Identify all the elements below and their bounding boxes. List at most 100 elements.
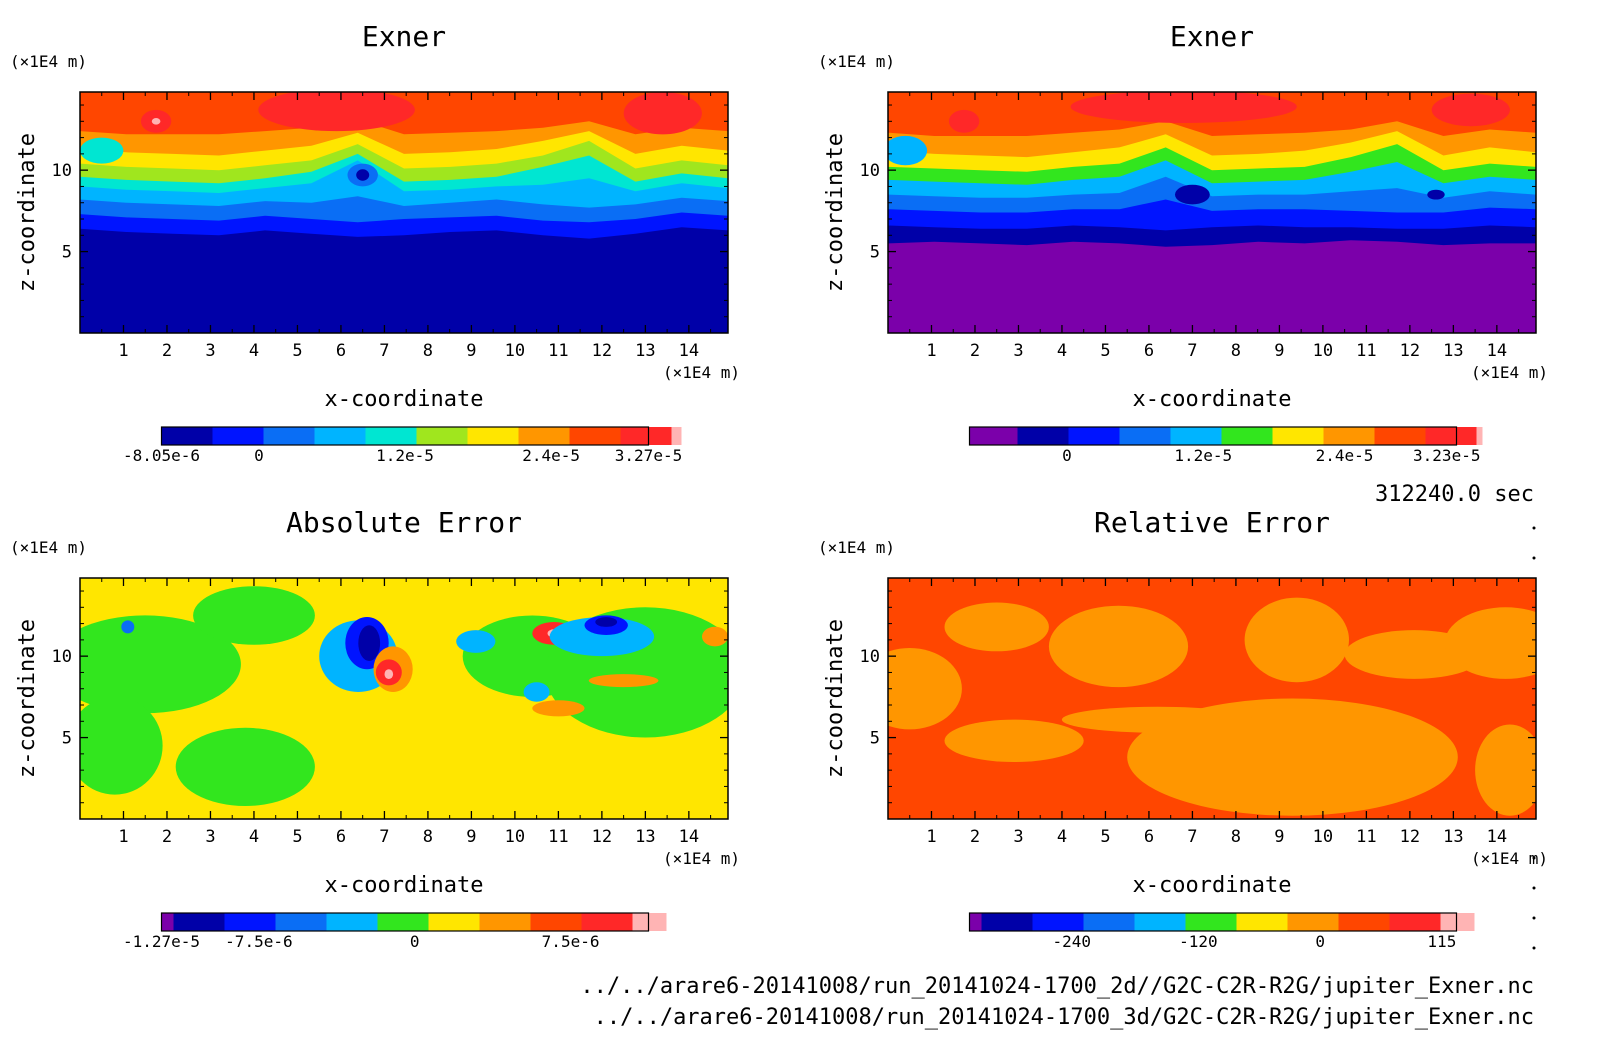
colorbar-tick-label: 3.27e-5 [615,446,682,465]
plot-area [888,578,1536,819]
y-tick-label: 10 [52,647,72,667]
x-tick-label: 14 [1487,827,1507,847]
x-tick-label: 1 [926,827,936,847]
margin-dot [1532,856,1536,860]
x-tick-label: 4 [1057,827,1067,847]
colorbar-swatch-blue [212,427,264,445]
x-tick-label: 9 [1274,827,1284,847]
x-tick-label: 6 [336,827,346,847]
x-tick-label: 1 [118,827,128,847]
x-tick-label: 10 [505,827,525,847]
colorbar-swatch-cyan [365,427,417,445]
x-tick-label: 8 [423,827,433,847]
x-tick-label: 11 [1356,827,1376,847]
x-tick-label: 10 [1313,341,1333,361]
colorbar-tick-label: 0 [410,932,420,951]
chart-title: Exner [362,20,446,53]
colorbar-swatch-redorange [530,913,582,931]
contour-feature-red [623,92,702,135]
margin-dot [1532,556,1536,560]
contour-feature-orange [588,674,659,688]
x-tick-label: 8 [1231,341,1241,361]
plot-area [888,92,1536,333]
colorbar-tick-label: 1.2e-5 [1174,446,1232,465]
colorbar-tick-label: 7.5e-6 [542,932,600,951]
x-tick-label: 13 [1443,341,1463,361]
x-tick-label: 11 [548,827,568,847]
plot-frame [887,577,1537,820]
colorbar-swatch-azure [275,913,327,931]
contour-feature-green [175,727,315,807]
colorbar-swatch-azure [1083,913,1135,931]
margin-dot [1532,526,1536,530]
colorbar: -240 -120 0 115 [968,912,1475,951]
colorbar-frame [160,426,650,446]
chart-title: Absolute Error [286,506,522,539]
colorbar-swatch-green [377,913,429,931]
x-tick-label: 6 [336,341,346,361]
x-tick-label: 5 [1100,827,1110,847]
contour-feature-red [948,109,980,133]
margin-dot [1532,886,1536,890]
plot-area [80,92,728,333]
x-unit-label: (×1E4 m) [1471,849,1548,868]
colorbar-swatch-redorange [569,427,621,445]
colorbar: -1.27e-5 -7.5e-6 0 7.5e-6 [123,912,667,951]
x-tick-label: 7 [1187,341,1197,361]
timestamp: 312240.0 sec [1375,482,1534,507]
x-tick-label: 5 [292,827,302,847]
colorbar-tick-label: 2.4e-5 [522,446,580,465]
x-tick-label: 13 [635,827,655,847]
y-unit-label: (×1E4 m) [818,52,895,71]
x-tick-label: 2 [162,827,172,847]
x-tick-label: 5 [292,341,302,361]
colorbar-swatch-azure [263,427,315,445]
colorbar-swatch-lightpink [671,427,682,445]
colorbar-tick-label: 115 [1427,932,1456,951]
contour-feature-orange [1244,597,1350,683]
colorbar-swatch-orange [479,913,531,931]
colorbar-swatch-redorange [1338,913,1390,931]
contour-feature-orange [1475,724,1536,816]
contour-feature-orange [532,700,585,717]
colorbar-swatch-azure [1119,427,1171,445]
x-tick-label: 12 [1400,341,1420,361]
x-tick-label: 6 [1144,341,1154,361]
x-tick-label: 14 [1487,341,1507,361]
colorbar-swatch-blue [224,913,276,931]
colorbar-swatch-lightpink [1476,427,1483,445]
colorbar-swatch-redorange [1374,427,1426,445]
y-unit-label: (×1E4 m) [818,538,895,557]
colorbar-swatch-purple [969,427,1018,445]
x-tick-label: 10 [1313,827,1333,847]
contour-feature-orange [1048,605,1189,688]
x-tick-label: 9 [466,827,476,847]
colorbar-swatch-sky [1134,913,1186,931]
colorbar-tick-label: -8.05e-6 [123,446,200,465]
x-tick-label: 1 [926,341,936,361]
x-tick-label: 3 [1013,827,1023,847]
chart-title: Exner [1170,20,1254,53]
colorbar-tick-label: -120 [1179,932,1218,951]
x-axis-label: x-coordinate [325,873,484,898]
contour-feature-orange [702,626,728,647]
colorbar-swatch-yellow [1236,913,1288,931]
x-tick-label: 7 [1187,827,1197,847]
contour-feature-green [80,615,241,714]
colorbar-swatch-navy [1017,427,1069,445]
x-tick-label: 14 [679,341,699,361]
x-tick-label: 8 [1231,827,1241,847]
colorbar-frame [160,912,650,932]
contour-feature-green [80,696,163,795]
colorbar-swatch-sky [326,913,378,931]
colorbar-swatch-navy [981,913,1033,931]
x-tick-label: 2 [970,827,980,847]
file-path-2d: ../../arare6-20141008/run_20141024-1700_… [580,974,1534,999]
x-tick-label: 2 [970,341,980,361]
contour-feature-red [258,92,415,132]
x-tick-label: 2 [162,341,172,361]
y-axis-label: z-coordinate [15,133,40,292]
colorbar-swatch-lime [416,427,468,445]
